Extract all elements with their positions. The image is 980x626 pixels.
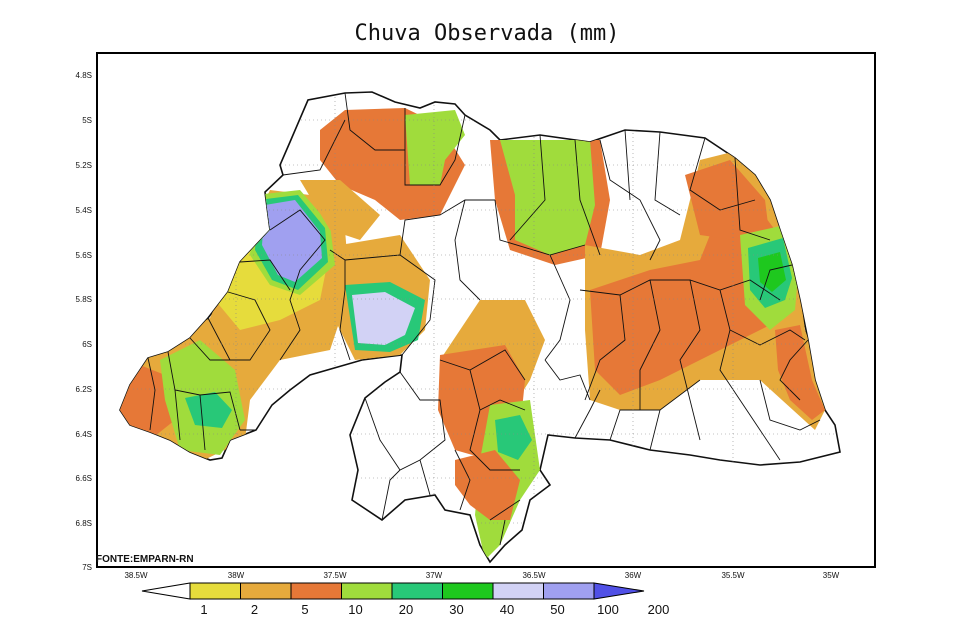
lon-tick-label: 36W [625, 571, 642, 580]
boundary-line [364, 371, 446, 521]
lat-tick-label: 5.6S [76, 251, 92, 260]
colorbar-label: 50 [550, 602, 564, 617]
colorbar-label: 30 [449, 602, 463, 617]
colorbar-segment [442, 582, 494, 600]
rain-area-10-20mm [500, 140, 595, 255]
lon-tick-label: 37W [426, 571, 443, 580]
colorbar-segment [341, 582, 393, 600]
lat-tick-label: 5.8S [76, 295, 92, 304]
colorbar-label: 2 [251, 602, 258, 617]
rain-area-5-10mm [590, 210, 790, 395]
boundary-line [147, 357, 256, 451]
lat-tick-label: 6.4S [76, 430, 92, 439]
lat-tick-label: 6.6S [76, 474, 92, 483]
boundary-line [239, 209, 326, 361]
lat-tick-label: 5S [82, 116, 92, 125]
boundary-line [439, 349, 526, 511]
colorbar-segment [189, 582, 241, 600]
colorbar-label: 20 [399, 602, 413, 617]
rain-area-20-30mm [495, 415, 532, 460]
colorbar-label: 5 [301, 602, 308, 617]
rain-area-5-10mm [685, 160, 770, 240]
lon-tick-label: 38W [228, 571, 245, 580]
rain-area-20-30mm [185, 392, 232, 428]
data-source-label: FONTE:EMPARN-RN [96, 554, 194, 565]
boundary-line [759, 264, 809, 401]
colorbar-label: 100 [597, 602, 619, 617]
longitude-axis: 38.5W 38W 37.5W 37W 36.5W 36W 35.5W 35W [124, 571, 839, 580]
rio-grande-do-norte-state [119, 91, 841, 564]
boundary-line [509, 134, 661, 261]
grid-line [235, 92, 734, 562]
colorbar-segment [290, 582, 342, 600]
lon-tick-label: 37.5W [323, 571, 347, 580]
colorbar-label: 200 [648, 602, 670, 617]
boundary-line [574, 379, 821, 451]
colorbar-segment [492, 582, 544, 600]
rain-area-30-40mm [758, 252, 786, 292]
rain-area-2-5mm [300, 180, 380, 240]
rain-area-5-10mm [455, 450, 520, 520]
lat-tick-label: 5.4S [76, 206, 92, 215]
lat-tick-label: 6.2S [76, 385, 92, 394]
rain-area-40-50mm [352, 292, 415, 345]
boundary-line [454, 199, 586, 361]
boundary-line [282, 92, 466, 186]
map-title: Chuva Observada (mm) [355, 21, 620, 46]
colorbar-segment [593, 582, 645, 600]
colorbar-segment [543, 582, 595, 600]
colorbar-label: 1 [200, 602, 207, 617]
rain-area-10-20mm [405, 110, 465, 185]
colorbar-label: 40 [500, 602, 514, 617]
boundary-line [624, 129, 771, 241]
boundary-line [329, 199, 495, 361]
lat-tick-label: 4.8S [76, 71, 92, 80]
lat-tick-label: 5.2S [76, 161, 92, 170]
colorbar-segment [391, 582, 443, 600]
lon-tick-label: 35.5W [721, 571, 745, 580]
rainfall-shading [120, 108, 830, 560]
lat-tick-label: 7S [82, 563, 92, 572]
latitude-axis: 4.8S 5S 5.2S 5.4S 5.6S 5.8S 6S 6.2S 6.4S… [76, 71, 92, 572]
colorbar-segment [141, 582, 191, 600]
colorbar-segment [240, 582, 292, 600]
colorbar-legend: 1 2 5 10 20 30 40 50 100 200 [141, 582, 670, 617]
municipal-boundaries [147, 92, 821, 546]
lat-tick-label: 6.8S [76, 519, 92, 528]
rain-area-5-10mm [775, 325, 825, 420]
lat-tick-label: 6S [82, 340, 92, 349]
rain-area-5-10mm [120, 365, 175, 440]
lon-tick-label: 36.5W [522, 571, 546, 580]
lon-tick-label: 35W [823, 571, 840, 580]
boundary-line [489, 359, 591, 546]
colorbar-label: 10 [348, 602, 362, 617]
boundary-line [679, 279, 806, 461]
lon-tick-label: 38.5W [124, 571, 148, 580]
